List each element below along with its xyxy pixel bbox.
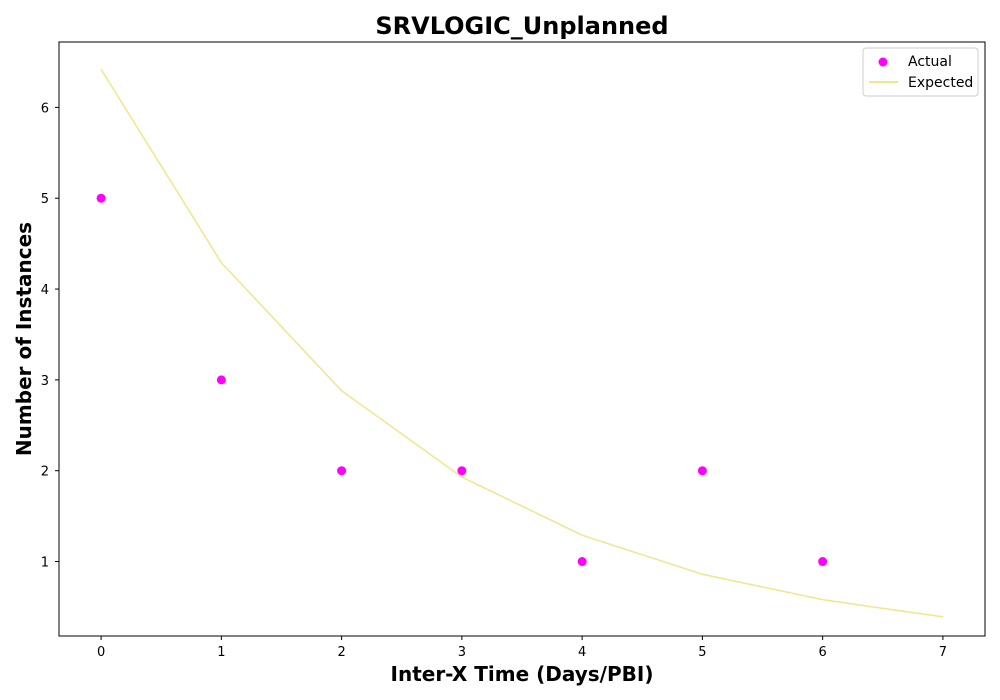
legend-label-actual: Actual [908,54,952,70]
y-tick-label: 6 [41,101,49,116]
chart-title: SRVLOGIC_Unplanned [375,12,668,40]
x-tick-label: 1 [217,645,225,660]
y-tick-label: 2 [41,465,49,480]
data-point-actual [337,466,347,476]
legend-marker-actual [878,57,888,67]
axes-frame [58,41,986,637]
x-tick-label: 6 [819,645,827,660]
data-point-actual [577,557,587,567]
x-tick-label: 5 [698,645,706,660]
legend: Actual Expected [862,47,979,97]
series-line-expected [100,68,944,618]
x-tick-label: 2 [337,645,345,660]
data-point-actual [818,557,828,567]
data-point-actual [216,375,226,385]
y-tick-label: 5 [41,192,49,207]
y-tick-label: 1 [41,556,49,571]
x-tick-label: 7 [939,645,947,660]
legend-label-expected: Expected [908,75,973,91]
data-point-actual [697,466,707,476]
x-tick-label: 0 [97,645,105,660]
plot-area: 0 1 2 3 4 5 6 7 1 2 3 4 5 6 [41,41,986,660]
y-axis-label: Number of Instances [12,222,36,456]
x-tick-label: 4 [578,645,586,660]
y-tick-label: 4 [41,283,49,298]
data-point-actual [457,466,467,476]
x-tick-label: 3 [458,645,466,660]
data-point-actual [96,193,106,203]
legend-box [862,47,979,97]
y-tick-label: 3 [41,374,49,389]
x-axis-label: Inter-X Time (Days/PBI) [391,662,654,686]
